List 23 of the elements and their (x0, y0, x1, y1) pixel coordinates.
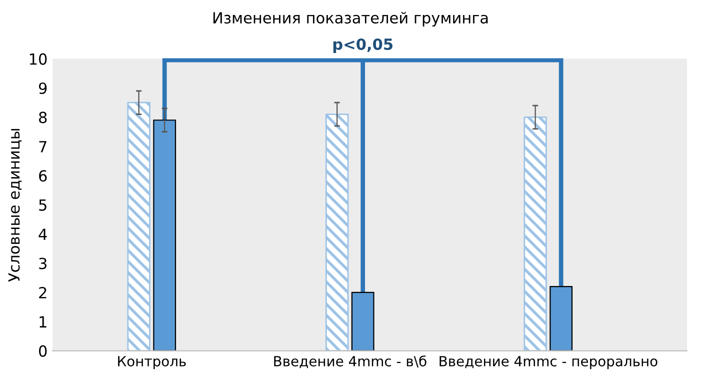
y-tick-label: 9 (38, 82, 47, 94)
y-tick-label: 8 (39, 112, 47, 124)
y-tick-label: 7 (39, 141, 46, 152)
bar (325, 114, 349, 351)
y-tick-label: 2 (39, 286, 46, 298)
bar (153, 120, 176, 351)
x-tick-label: Контроль (118, 356, 186, 370)
y-tick-label: 4 (38, 228, 47, 240)
y-tick-label: 5 (39, 199, 46, 211)
chart-title: Изменения показателей груминга (213, 12, 488, 27)
y-tick-label: 0 (39, 345, 47, 357)
x-tick-label: Введение 4mmc - перорально (440, 356, 658, 370)
bar (127, 102, 150, 351)
bar (524, 116, 547, 351)
y-axis-title: Условные единицы (8, 128, 22, 282)
bar (351, 292, 374, 351)
text: p<0,05 (333, 38, 392, 53)
y-tick-label: 10 (30, 53, 47, 65)
y-tick-label: 1 (40, 316, 46, 328)
y-tick-label: 3 (39, 258, 46, 270)
y-tick-label: 6 (39, 170, 47, 182)
bar (550, 286, 573, 351)
x-tick-label: Введение 4mmc - в\б (274, 355, 426, 368)
